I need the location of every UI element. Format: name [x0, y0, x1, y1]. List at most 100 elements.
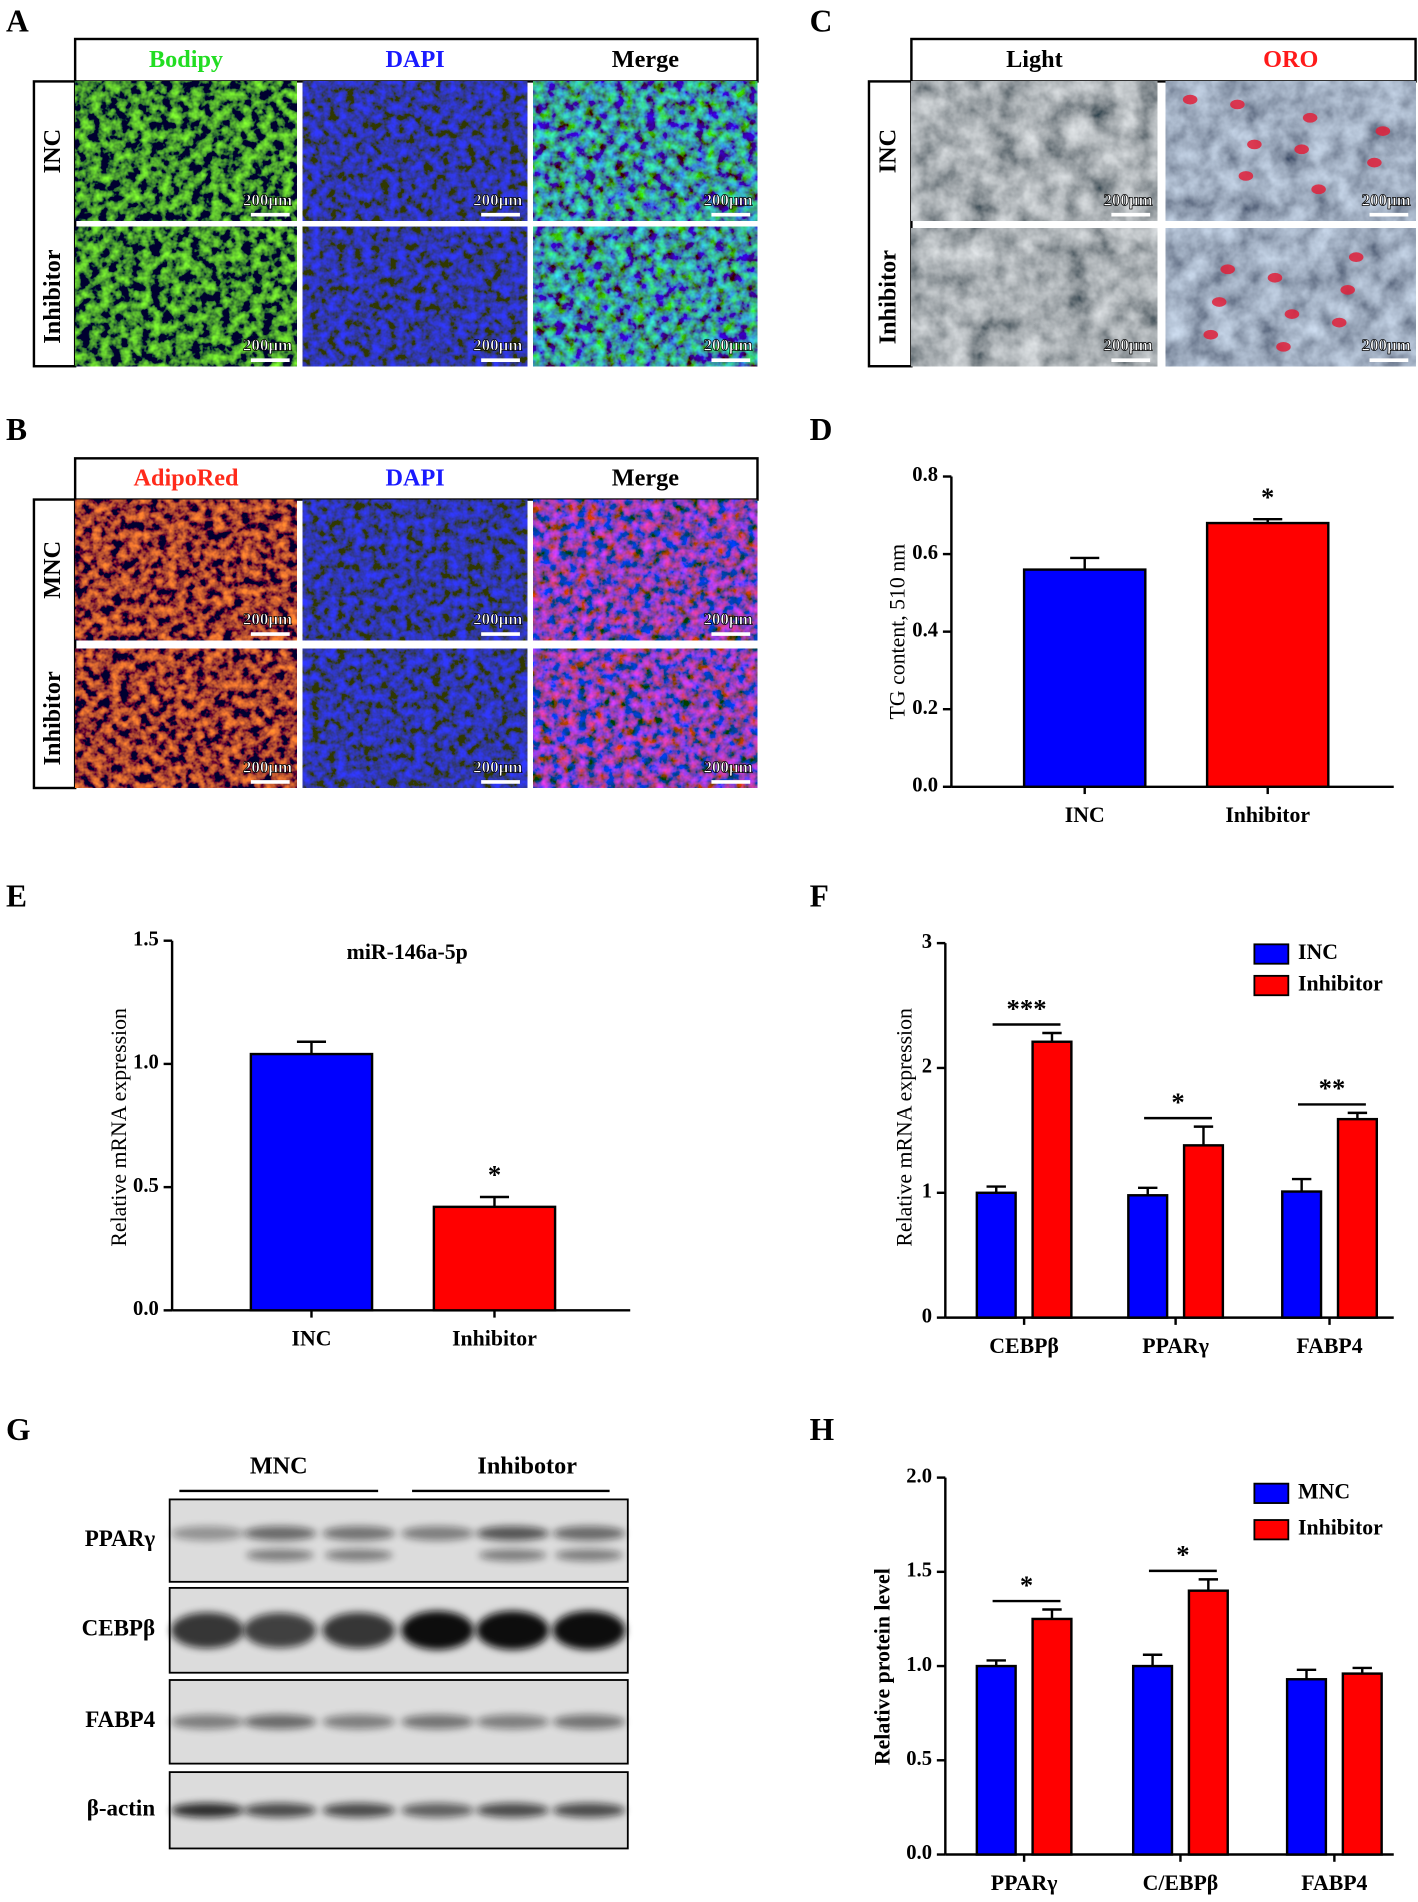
scale-bar-label: 200μm	[243, 757, 292, 776]
band	[476, 1610, 550, 1650]
column-label: ORO	[1263, 46, 1318, 73]
lipid-drop	[1238, 171, 1254, 181]
error-bar	[1352, 1666, 1372, 1674]
band	[322, 1612, 396, 1649]
significance: *	[1020, 1570, 1033, 1600]
y-tick-label: 3	[922, 931, 932, 953]
scale-bar-label: 200μm	[1362, 336, 1411, 355]
lipid-drop	[1247, 139, 1262, 150]
row-label-box	[32, 498, 77, 790]
y-tick-label: 2.0	[906, 1465, 932, 1487]
micrograph	[302, 81, 528, 221]
y-tick-label: 1.5	[906, 1560, 932, 1582]
band	[170, 1612, 244, 1649]
significance: *	[1176, 1540, 1189, 1570]
bar	[1341, 1672, 1383, 1856]
bar	[1336, 1117, 1379, 1319]
row-label: Inhibitor	[39, 671, 66, 765]
row-label: Inhibitor	[39, 249, 66, 343]
scale-bar-label: 200μm	[703, 610, 752, 629]
bar	[1182, 1144, 1225, 1319]
panel-letter: E	[6, 879, 27, 914]
header-box	[73, 37, 759, 83]
error-bar	[1347, 1111, 1368, 1120]
error-bar	[1042, 1608, 1062, 1619]
column-label: Merge	[612, 46, 679, 73]
band	[401, 1526, 474, 1541]
bar	[1205, 521, 1330, 788]
y-tick-label: 0.5	[906, 1748, 932, 1770]
x-tick-label: Inhibitor	[452, 1327, 537, 1351]
lipid-drop	[1182, 94, 1198, 105]
scale-bar-label: 200μm	[703, 336, 752, 355]
bar	[975, 1191, 1017, 1319]
subtitle: miR-146a-5p	[347, 940, 468, 964]
y-tick-label: 1.5	[133, 928, 159, 950]
lipid-drop	[1311, 184, 1326, 195]
y-axis-label: Relative mRNA expression	[107, 1008, 131, 1247]
y-axis-label: TG content, 510 nm	[885, 544, 909, 720]
row-label-box	[867, 80, 913, 368]
row-label: INC	[875, 129, 902, 173]
y-tick-label: 0.0	[133, 1298, 159, 1320]
legend-label: Inhibitor	[1298, 1516, 1383, 1540]
bar	[1285, 1678, 1328, 1856]
legend-swatch	[1253, 943, 1290, 965]
micrograph	[75, 81, 297, 221]
panel-letter: A	[6, 4, 29, 39]
error-bar	[1291, 1177, 1312, 1192]
band	[552, 1610, 626, 1650]
protein-label: β-actin	[87, 1795, 156, 1821]
y-tick-label: 0.2	[912, 697, 938, 719]
lipid-drop	[1367, 157, 1382, 168]
micrograph	[911, 228, 1158, 367]
scale-bar-label: 200μm	[703, 190, 752, 209]
x-tick-label: PPARγ	[991, 1871, 1058, 1895]
significance: **	[1319, 1073, 1346, 1103]
micrograph	[911, 81, 1158, 221]
column-label: Bodipy	[149, 46, 223, 73]
lipid-drop	[1230, 99, 1245, 110]
legend-swatch	[1253, 1519, 1290, 1541]
panel-letter: G	[6, 1412, 31, 1447]
band	[170, 1714, 244, 1730]
micrograph	[75, 499, 297, 641]
panel-letter: B	[6, 412, 27, 447]
scale-bar-label: 200μm	[243, 610, 292, 629]
band	[476, 1714, 550, 1730]
error-bar	[479, 1195, 510, 1207]
error-bar	[296, 1040, 327, 1055]
band	[401, 1714, 474, 1730]
error-bar	[1070, 556, 1100, 570]
bar	[975, 1664, 1017, 1856]
column-label: DAPI	[385, 46, 444, 73]
legend-swatch	[1253, 1482, 1290, 1504]
significance: *	[488, 1160, 501, 1190]
band	[401, 1610, 474, 1650]
micrograph	[302, 648, 528, 788]
significance: ***	[1007, 993, 1047, 1023]
y-tick-label: 0	[922, 1305, 932, 1327]
micrograph	[302, 226, 528, 367]
blot	[168, 1498, 629, 1583]
bar	[1031, 1617, 1073, 1856]
error-bar	[1193, 1125, 1214, 1146]
band	[170, 1526, 244, 1541]
error-bar	[1142, 1653, 1163, 1667]
band	[243, 1714, 317, 1730]
y-tick-label: 0.0	[906, 1842, 932, 1864]
x-tick-label: CEBPβ	[989, 1334, 1059, 1358]
y-tick-label: 2	[922, 1056, 932, 1078]
micrograph	[75, 226, 297, 367]
lipid-drop	[1294, 144, 1309, 155]
lipid-drop	[1340, 285, 1355, 295]
scale-bar-label: 200μm	[243, 336, 292, 355]
column-label: DAPI	[385, 465, 444, 492]
lipid-drop	[1276, 341, 1291, 352]
scale-bar-label: 200μm	[473, 336, 522, 355]
legend-label: MNC	[1298, 1479, 1350, 1503]
y-tick-label: 0.6	[912, 542, 938, 564]
micrograph	[75, 648, 297, 788]
micrograph	[1165, 228, 1416, 367]
